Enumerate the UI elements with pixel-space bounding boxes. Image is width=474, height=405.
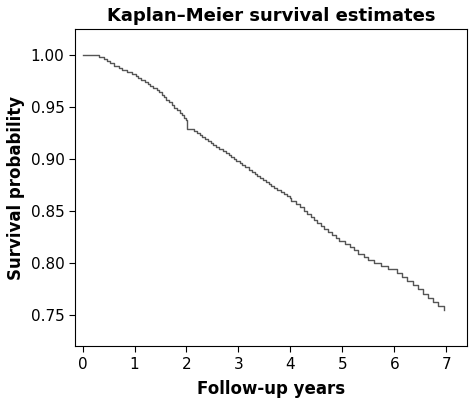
Title: Kaplan–Meier survival estimates: Kaplan–Meier survival estimates — [107, 7, 435, 25]
X-axis label: Follow-up years: Follow-up years — [197, 380, 345, 398]
Y-axis label: Survival probability: Survival probability — [7, 96, 25, 280]
